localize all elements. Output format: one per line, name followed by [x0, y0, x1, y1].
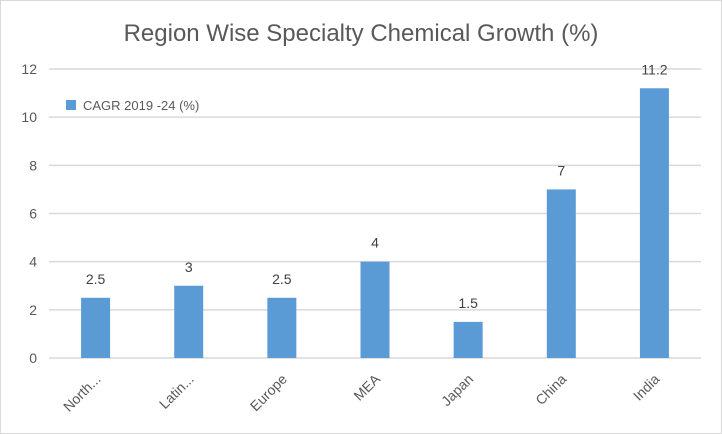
x-tick-label: China: [532, 371, 569, 408]
data-labels: 2.5 3 2.5 4 1.5 7 11.2: [86, 61, 668, 311]
x-axis-ticks: North... Latin... Europe MEA Japan China India: [60, 370, 663, 414]
data-label: 1.5: [458, 295, 478, 311]
bar-china: [546, 189, 576, 358]
gridlines: [49, 68, 701, 359]
bar-latin: [174, 285, 204, 358]
x-tick-label: MEA: [350, 370, 383, 403]
bar-north: [81, 297, 111, 358]
y-tick-label: 8: [29, 157, 37, 173]
y-tick-label: 6: [29, 206, 37, 222]
x-tick-label: Europe: [247, 371, 290, 414]
data-label: 2.5: [272, 271, 292, 287]
legend-label: CAGR 2019 -24 (%): [83, 98, 199, 113]
data-label: 4: [371, 235, 379, 251]
y-tick-label: 4: [29, 254, 37, 270]
x-tick-label: North...: [60, 371, 104, 415]
x-tick-label: Japan: [438, 371, 476, 409]
bar-india: [639, 88, 669, 359]
y-tick-label: 12: [21, 61, 37, 77]
bars: [81, 88, 669, 359]
bar-japan: [453, 321, 483, 358]
y-axis-ticks: 0 2 4 6 8 10 12: [21, 61, 37, 366]
y-tick-label: 0: [29, 350, 37, 366]
data-label: 7: [557, 162, 565, 178]
bar-europe: [267, 297, 297, 358]
data-label: 2.5: [86, 271, 106, 287]
x-tick-label: Latin...: [156, 371, 197, 412]
bar-mea: [360, 261, 390, 358]
y-tick-label: 10: [21, 109, 37, 125]
y-tick-label: 2: [29, 302, 37, 318]
chart-title: Region Wise Specialty Chemical Growth (%…: [124, 20, 599, 47]
legend-swatch: [66, 100, 76, 110]
data-label: 11.2: [641, 61, 667, 77]
x-tick-label: India: [630, 371, 663, 404]
data-label: 3: [185, 259, 193, 275]
legend: CAGR 2019 -24 (%): [66, 98, 199, 113]
